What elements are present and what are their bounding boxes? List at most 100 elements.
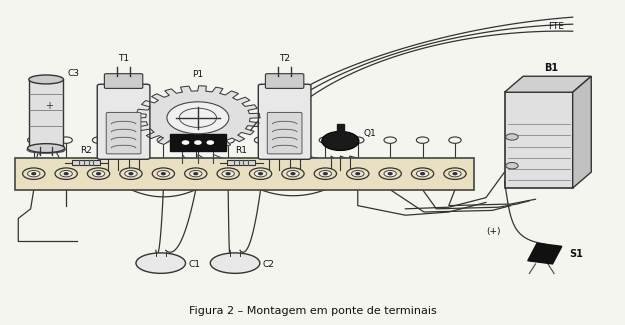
Circle shape xyxy=(384,137,396,143)
Circle shape xyxy=(356,173,359,175)
Circle shape xyxy=(444,168,466,179)
Bar xyxy=(170,134,226,151)
Circle shape xyxy=(453,173,457,175)
Circle shape xyxy=(157,171,169,177)
Circle shape xyxy=(226,173,230,175)
Text: R1: R1 xyxy=(235,146,248,155)
Text: P1: P1 xyxy=(192,71,204,79)
Circle shape xyxy=(125,137,137,143)
FancyBboxPatch shape xyxy=(98,84,150,159)
Circle shape xyxy=(322,131,359,150)
Text: B1: B1 xyxy=(544,63,558,73)
Bar xyxy=(504,92,572,188)
Ellipse shape xyxy=(29,75,64,84)
Circle shape xyxy=(28,137,40,143)
Circle shape xyxy=(282,168,304,179)
Circle shape xyxy=(60,171,72,177)
Text: Q1: Q1 xyxy=(364,129,377,138)
Circle shape xyxy=(449,137,461,143)
Text: C1: C1 xyxy=(189,260,201,269)
Ellipse shape xyxy=(210,253,260,273)
Circle shape xyxy=(92,171,105,177)
Circle shape xyxy=(120,168,142,179)
Circle shape xyxy=(421,173,424,175)
Circle shape xyxy=(195,141,201,144)
Circle shape xyxy=(55,168,78,179)
Bar xyxy=(29,79,64,151)
Circle shape xyxy=(64,173,68,175)
FancyBboxPatch shape xyxy=(266,74,304,88)
Circle shape xyxy=(379,168,401,179)
Circle shape xyxy=(388,173,392,175)
Bar xyxy=(228,160,255,165)
Circle shape xyxy=(352,137,364,143)
Circle shape xyxy=(347,168,369,179)
Circle shape xyxy=(416,171,429,177)
Circle shape xyxy=(161,173,165,175)
Ellipse shape xyxy=(136,253,186,273)
Circle shape xyxy=(319,137,331,143)
Circle shape xyxy=(254,171,267,177)
Circle shape xyxy=(259,173,262,175)
Bar xyxy=(72,160,101,165)
Circle shape xyxy=(506,162,518,169)
Text: T1: T1 xyxy=(118,55,129,63)
Text: Figura 2 – Montagem em ponte de terminais: Figura 2 – Montagem em ponte de terminai… xyxy=(189,306,436,316)
Circle shape xyxy=(352,171,364,177)
Circle shape xyxy=(194,173,198,175)
Text: R2: R2 xyxy=(81,146,92,155)
Circle shape xyxy=(416,137,429,143)
Bar xyxy=(337,124,344,132)
FancyBboxPatch shape xyxy=(106,112,141,154)
Circle shape xyxy=(189,171,202,177)
Circle shape xyxy=(324,173,328,175)
Polygon shape xyxy=(528,243,562,264)
Circle shape xyxy=(157,137,169,143)
Circle shape xyxy=(249,168,272,179)
Circle shape xyxy=(28,171,40,177)
Circle shape xyxy=(222,137,234,143)
Circle shape xyxy=(92,137,105,143)
Circle shape xyxy=(32,173,36,175)
Circle shape xyxy=(287,137,299,143)
Polygon shape xyxy=(572,76,591,188)
Circle shape xyxy=(506,134,518,140)
Circle shape xyxy=(97,173,101,175)
Circle shape xyxy=(184,168,207,179)
Circle shape xyxy=(208,141,213,144)
Circle shape xyxy=(189,137,202,143)
Text: (+): (+) xyxy=(486,227,501,236)
Circle shape xyxy=(411,168,434,179)
Ellipse shape xyxy=(27,146,66,153)
Text: +: + xyxy=(44,101,52,111)
Polygon shape xyxy=(136,86,260,150)
Circle shape xyxy=(125,171,137,177)
Circle shape xyxy=(22,168,45,179)
Text: S1: S1 xyxy=(569,249,584,259)
Text: C2: C2 xyxy=(263,260,275,269)
FancyBboxPatch shape xyxy=(104,74,142,88)
Circle shape xyxy=(222,171,234,177)
FancyBboxPatch shape xyxy=(258,84,311,159)
Circle shape xyxy=(60,137,72,143)
Circle shape xyxy=(182,141,189,144)
Circle shape xyxy=(88,168,110,179)
Circle shape xyxy=(152,168,174,179)
Ellipse shape xyxy=(28,144,65,153)
Circle shape xyxy=(319,171,331,177)
Text: FTE: FTE xyxy=(548,22,564,31)
Circle shape xyxy=(314,168,336,179)
Circle shape xyxy=(254,137,267,143)
Circle shape xyxy=(384,171,396,177)
Circle shape xyxy=(287,171,299,177)
FancyBboxPatch shape xyxy=(268,112,302,154)
Circle shape xyxy=(129,173,133,175)
Circle shape xyxy=(217,168,239,179)
Text: T2: T2 xyxy=(279,55,290,63)
Polygon shape xyxy=(504,76,591,92)
Circle shape xyxy=(449,171,461,177)
Circle shape xyxy=(167,102,229,134)
Circle shape xyxy=(291,173,295,175)
Bar xyxy=(15,158,474,190)
Text: C3: C3 xyxy=(68,69,80,78)
